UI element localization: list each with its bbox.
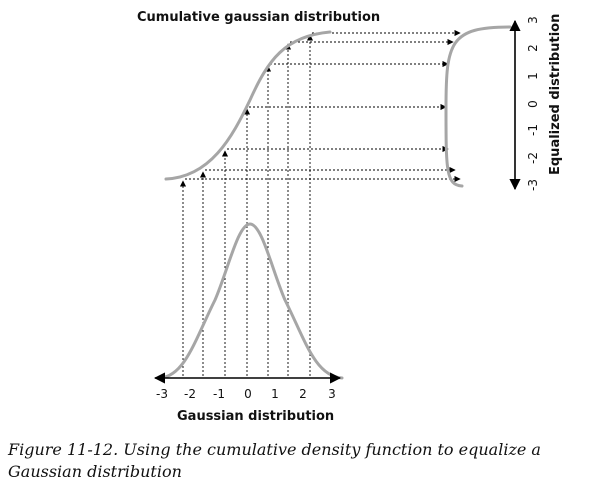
cdf-curve [164, 30, 332, 181]
x-tick-label: 0 [244, 387, 252, 401]
y-tick-labels: -3 -2 -1 0 1 2 3 [526, 16, 540, 191]
x-tick-label: 2 [299, 387, 307, 401]
x-tick-labels: -3 -2 -1 0 1 2 3 [156, 387, 336, 401]
y-tick-label: -1 [526, 124, 540, 136]
gaussian-curve [158, 222, 344, 380]
x-tick-label: 1 [271, 387, 279, 401]
y-tick-label: -3 [526, 179, 540, 191]
x-tick-label: -1 [213, 387, 225, 401]
y-tick-label: 3 [526, 16, 540, 24]
y-tick-label: 1 [526, 72, 540, 80]
cdf-title: Cumulative gaussian distribution [137, 10, 380, 25]
y-tick-label: -2 [526, 152, 540, 164]
x-tick-label: -2 [184, 387, 196, 401]
figure-caption: Figure 11-12. Using the cumulative densi… [8, 440, 541, 481]
equalized-title: Equalized distribution [548, 14, 563, 175]
y-tick-label: 2 [526, 44, 540, 52]
x-tick-label: 3 [328, 387, 336, 401]
gaussian-title: Gaussian distribution [177, 409, 334, 424]
guide-lines [179, 29, 461, 376]
equalized-curve [444, 25, 512, 188]
x-tick-label: -3 [156, 387, 168, 401]
y-tick-label: 0 [526, 100, 540, 108]
